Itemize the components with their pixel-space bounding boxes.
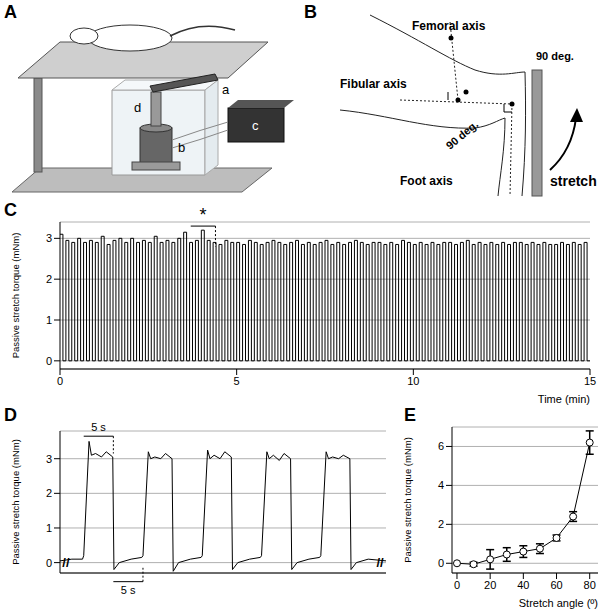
svg-text:a: a — [222, 82, 230, 97]
svg-text:2: 2 — [46, 273, 52, 285]
svg-text:3: 3 — [46, 453, 52, 465]
svg-text://: // — [376, 555, 384, 570]
svg-text:1: 1 — [46, 522, 52, 534]
svg-text:6: 6 — [438, 440, 444, 452]
svg-text:0: 0 — [57, 375, 63, 387]
svg-text:90 deg.: 90 deg. — [444, 118, 481, 152]
svg-text:b: b — [178, 140, 185, 155]
svg-text:60: 60 — [550, 579, 562, 591]
svg-text:90 deg.: 90 deg. — [536, 50, 574, 62]
svg-text:0: 0 — [46, 355, 52, 367]
svg-text:1: 1 — [46, 314, 52, 326]
svg-text:15: 15 — [584, 375, 596, 387]
html-text:B: B — [304, 2, 317, 22]
svg-text:5 s: 5 s — [91, 421, 106, 433]
svg-text:stretch: stretch — [550, 173, 597, 189]
html-text:A: A — [4, 2, 17, 22]
svg-text:Time (min): Time (min) — [538, 393, 590, 405]
svg-text:10: 10 — [407, 375, 419, 387]
svg-text:Fibular axis: Fibular axis — [340, 77, 407, 91]
svg-text:c: c — [252, 118, 259, 133]
svg-text:3: 3 — [46, 232, 52, 244]
html-text:C: C — [4, 200, 17, 220]
svg-text:0: 0 — [438, 557, 444, 569]
svg-text:2: 2 — [438, 518, 444, 530]
svg-text:40: 40 — [517, 579, 529, 591]
svg-text:0: 0 — [454, 579, 460, 591]
svg-text:Passive stretch torque (mNm): Passive stretch torque (mNm) — [10, 233, 21, 359]
svg-text:5 s: 5 s — [121, 584, 136, 596]
svg-text:Stretch angle (º): Stretch angle (º) — [519, 597, 598, 609]
svg-text:0: 0 — [46, 557, 52, 569]
html-text:E: E — [404, 405, 416, 425]
svg-text:4: 4 — [438, 479, 444, 491]
svg-text:Femoral axis: Femoral axis — [412, 19, 486, 33]
svg-text:Passive stretch torque (mNm): Passive stretch torque (mNm) — [10, 439, 21, 565]
svg-text:d: d — [134, 100, 141, 115]
svg-text:20: 20 — [484, 579, 496, 591]
svg-text:80: 80 — [584, 579, 596, 591]
svg-text:5: 5 — [234, 375, 240, 387]
svg-text://: // — [62, 555, 70, 570]
svg-text:2: 2 — [46, 487, 52, 499]
html-text:D: D — [4, 405, 17, 425]
svg-text:Foot axis: Foot axis — [400, 174, 453, 188]
svg-text:Passive stretch torque (mNm): Passive stretch torque (mNm) — [402, 437, 413, 563]
svg-text:*: * — [200, 205, 207, 225]
